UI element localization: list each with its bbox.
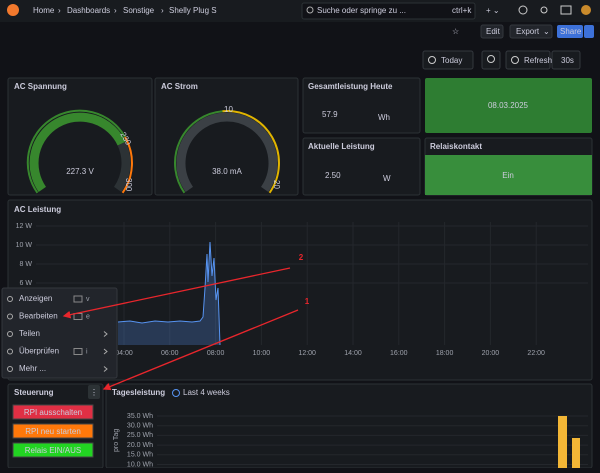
zoom-out[interactable] bbox=[482, 51, 500, 69]
interval: 30s bbox=[561, 56, 574, 65]
shortcut: ctrl+k bbox=[452, 6, 472, 15]
control-label: RPI neu starten bbox=[25, 427, 81, 436]
status: Ein bbox=[502, 171, 514, 180]
annotation: 1 bbox=[305, 297, 310, 306]
menu-items: AnzeigenvBearbeiteneTeilenÜberprüfeniMeh… bbox=[3, 291, 116, 377]
x-tick-label: 06:00 bbox=[161, 350, 179, 357]
x-tick-label: 08:00 bbox=[207, 350, 225, 357]
sep: › bbox=[58, 6, 61, 15]
y-tick-label: 20.0 Wh bbox=[127, 442, 153, 449]
y-tick-label: 8 W bbox=[20, 261, 33, 268]
time-range: Today bbox=[441, 56, 462, 65]
gauge-tick: 300 bbox=[124, 178, 133, 192]
time-range: Last 4 weeks bbox=[183, 388, 230, 397]
menu-label: Überprüfen bbox=[19, 347, 59, 356]
gauge-text: 38.0 mA bbox=[212, 167, 242, 176]
y-tick-label: 12 W bbox=[16, 223, 33, 230]
x-tick-label: 20:00 bbox=[482, 350, 500, 357]
y-tick-label: 10 W bbox=[16, 242, 33, 249]
x-tick-label: 16:00 bbox=[390, 350, 408, 357]
add[interactable]: + ⌄ bbox=[486, 6, 500, 15]
y-tick-label: 30.0 Wh bbox=[127, 423, 153, 430]
share-menu[interactable] bbox=[584, 25, 594, 38]
panel-title: Steuerung bbox=[14, 388, 54, 397]
star[interactable]: ☆ bbox=[452, 27, 459, 36]
crumb[interactable]: Shelly Plug S bbox=[169, 6, 217, 15]
y-tick-label: 35.0 Wh bbox=[127, 413, 153, 420]
y-tick-label: 10.0 Wh bbox=[127, 461, 153, 468]
gauge-tick: 10 bbox=[224, 105, 233, 114]
menu-key: v bbox=[86, 296, 90, 303]
y-tick-label: 15.0 Wh bbox=[127, 452, 153, 459]
control-label: Relais EIN/AUS bbox=[25, 446, 81, 455]
stat-value: 57.9 bbox=[322, 110, 338, 119]
bar bbox=[558, 416, 567, 468]
annotation: 2 bbox=[299, 253, 304, 262]
control-label: RPI ausschalten bbox=[24, 408, 82, 417]
x-tick-label: 18:00 bbox=[436, 350, 454, 357]
panel-title: AC Spannung bbox=[14, 82, 67, 91]
panel-title: Aktuelle Leistung bbox=[308, 142, 375, 151]
sep: › bbox=[114, 6, 117, 15]
gauge-tick: 20 bbox=[272, 180, 281, 189]
bar bbox=[572, 438, 580, 468]
panel-title: Tagesleistung bbox=[112, 388, 165, 397]
logo[interactable] bbox=[7, 4, 19, 16]
sep: › bbox=[161, 6, 164, 15]
stat-unit: Wh bbox=[378, 113, 390, 122]
avatar[interactable] bbox=[581, 5, 591, 15]
share-label: Share bbox=[560, 27, 582, 36]
x-tick-label: 10:00 bbox=[253, 350, 271, 357]
x-tick-label: 22:00 bbox=[527, 350, 545, 357]
stat-unit: W bbox=[383, 174, 391, 183]
crumb[interactable]: Dashboards bbox=[67, 6, 110, 15]
stat-value: 2.50 bbox=[325, 171, 341, 180]
crumb[interactable]: Sonstige bbox=[123, 6, 155, 15]
x-tick-label: 14:00 bbox=[344, 350, 362, 357]
y-tick-label: 6 W bbox=[20, 280, 33, 287]
search-placeholder: Suche oder springe zu ... bbox=[317, 6, 406, 15]
edit-label: Edit bbox=[486, 27, 501, 36]
refresh-label: Refresh bbox=[524, 56, 552, 65]
panel-title: Gesamtleistung Heute bbox=[308, 82, 393, 91]
x-tick-label: 04:00 bbox=[115, 350, 133, 357]
panel-title: AC Strom bbox=[161, 82, 198, 91]
x-tick-label: 12:00 bbox=[298, 350, 316, 357]
crumb[interactable]: Home bbox=[33, 6, 55, 15]
menu-label: Anzeigen bbox=[19, 294, 52, 303]
menu-label: Bearbeiten bbox=[19, 312, 58, 321]
gauge-text: 227.3 V bbox=[66, 167, 94, 176]
menu-key: e bbox=[86, 313, 90, 320]
y-label: pro Tag bbox=[113, 429, 120, 452]
menu-icon: ⋮ bbox=[90, 388, 98, 397]
menu-label: Mehr ... bbox=[19, 364, 46, 373]
date: 08.03.2025 bbox=[488, 101, 529, 110]
panel-title: AC Leistung bbox=[14, 205, 61, 214]
export-label: Export bbox=[516, 27, 540, 36]
y-tick-label: 25.0 Wh bbox=[127, 432, 153, 439]
menu-label: Teilen bbox=[19, 329, 40, 338]
panel-title: Relaiskontakt bbox=[430, 142, 482, 151]
caret: ⌄ bbox=[543, 27, 550, 36]
